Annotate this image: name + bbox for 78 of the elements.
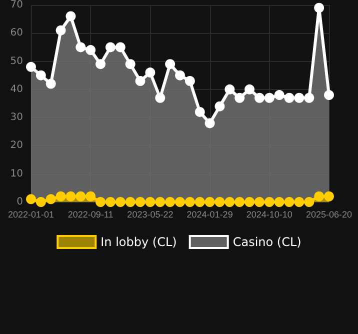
point: [244, 84, 255, 94]
point: [194, 197, 205, 207]
point: [264, 92, 274, 103]
y-tick-label: 70: [10, 0, 23, 10]
point: [284, 92, 294, 103]
point: [175, 70, 185, 80]
point: [96, 59, 106, 70]
point: [244, 197, 255, 207]
point: [115, 197, 126, 207]
point: [184, 76, 195, 86]
point: [145, 68, 156, 78]
point: [66, 11, 76, 22]
point: [105, 42, 116, 52]
point: [184, 197, 195, 207]
x-tick-label: 2022-09-11: [68, 210, 114, 220]
point: [135, 76, 146, 86]
point: [46, 78, 56, 89]
point: [234, 92, 245, 103]
point: [135, 197, 146, 207]
y-tick-label: 30: [10, 112, 23, 124]
point: [165, 59, 176, 70]
point: [86, 45, 96, 56]
point: [204, 197, 215, 207]
point: [274, 197, 284, 207]
point: [26, 194, 36, 204]
point: [56, 191, 66, 202]
point: [165, 197, 176, 207]
point: [264, 197, 274, 207]
point: [155, 197, 166, 207]
point: [155, 92, 166, 103]
point: [96, 197, 106, 207]
point: [105, 197, 116, 207]
point: [304, 197, 314, 207]
point: [86, 191, 96, 202]
x-tick-label: 2023-05-22: [127, 210, 174, 220]
point: [66, 191, 76, 202]
point: [254, 197, 264, 207]
y-tick-label: 10: [10, 168, 23, 180]
point: [76, 191, 86, 202]
point: [274, 90, 284, 100]
point: [36, 70, 46, 80]
point: [214, 197, 225, 207]
point: [125, 59, 136, 70]
point: [324, 191, 334, 202]
point: [145, 197, 156, 207]
point: [175, 197, 185, 207]
point: [294, 197, 304, 207]
point: [254, 92, 264, 103]
point: [204, 118, 215, 128]
point: [284, 197, 294, 207]
point: [324, 90, 334, 100]
point: [294, 92, 304, 103]
point: [26, 62, 36, 72]
y-tick-label: 0: [16, 196, 23, 208]
point: [115, 42, 126, 52]
point: [46, 194, 56, 204]
x-tick-label: 2024-01-29: [186, 210, 233, 220]
point: [304, 92, 314, 103]
point: [214, 101, 225, 112]
x-tick-label: 2025-06-20: [306, 210, 352, 220]
point: [224, 84, 235, 94]
point: [76, 42, 86, 52]
x-tick-label: 2024-10-10: [246, 210, 292, 220]
x-tick-label: 2022-01-01: [8, 210, 54, 220]
y-tick-label: 60: [10, 28, 23, 39]
point: [36, 197, 46, 207]
y-tick-label: 20: [10, 140, 23, 152]
y-tick-label: 40: [10, 84, 23, 95]
point: [314, 2, 324, 13]
point: [314, 191, 324, 202]
y-tick-label: 50: [10, 56, 23, 67]
point: [234, 197, 245, 207]
point: [224, 197, 235, 207]
legend-label: Casino (CL): [232, 235, 302, 249]
point: [56, 25, 66, 36]
legend-label: In lobby (CL): [100, 235, 177, 249]
point: [125, 197, 136, 207]
point: [194, 106, 205, 117]
